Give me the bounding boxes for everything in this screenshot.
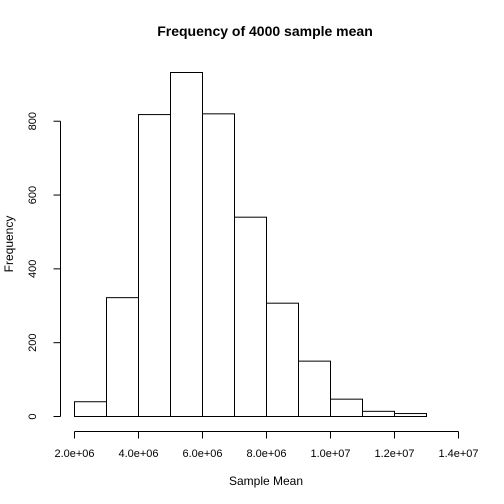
histogram-bar [74,401,107,418]
x-tick-label: 1.0e+07 [310,448,350,460]
y-tick-label: 0 [27,413,39,419]
histogram-bar [170,72,203,417]
y-tick-label: 800 [27,112,39,130]
bars-group [74,72,427,418]
histogram-bar [106,297,139,417]
x-tick-label: 6.0e+06 [182,448,222,460]
histogram-bar [394,413,427,418]
y-tick-label: 400 [27,260,39,278]
histogram-bar [330,398,363,418]
x-tick-label: 8.0e+06 [246,448,286,460]
x-axis: 2.0e+06 4.0e+06 6.0e+06 8.0e+06 1.0e+07 1.2e+… [54,431,479,460]
y-tick-label: 200 [27,334,39,352]
y-tick-label: 600 [27,186,39,204]
x-tick-label: 4.0e+06 [118,448,158,460]
x-axis-label: Sample Mean [229,474,303,488]
x-tick-label: 2.0e+06 [54,448,94,460]
histogram-bar [234,216,267,417]
y-axis-label: Frequency [2,216,16,273]
x-tick-label: 1.2e+07 [374,448,414,460]
histogram-bar [138,114,171,418]
x-tick-label: 1.4e+07 [438,448,478,460]
histogram-bar [202,113,235,418]
histogram-bar [362,410,395,417]
chart-title: Frequency of 4000 sample mean [157,23,373,39]
histogram-bar [298,360,331,417]
histogram-bar [266,302,299,418]
y-axis: 0 200 400 600 800 [27,112,61,420]
